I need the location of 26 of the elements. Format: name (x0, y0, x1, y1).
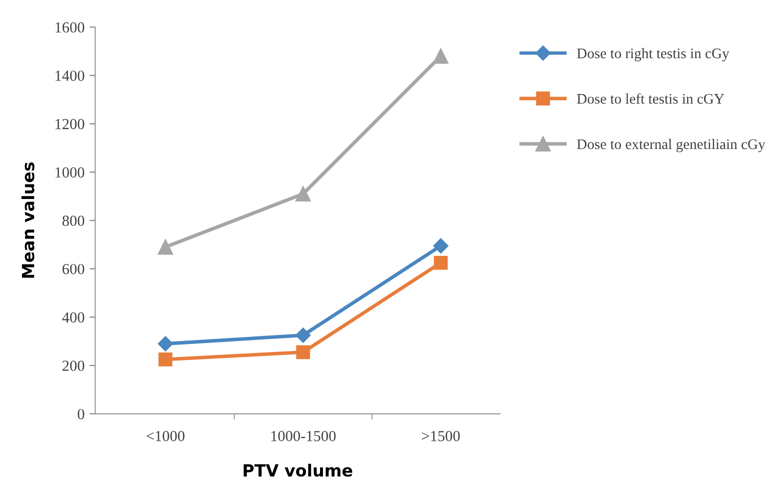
x-axis-title: PTV volume (244, 464, 352, 477)
y-tick-label: 0 (78, 408, 84, 420)
legend-label: Dose to right testis in cGy (577, 48, 730, 62)
y-tick-label: 1000 (56, 167, 84, 178)
point (158, 336, 174, 352)
y-tick-label: 1200 (56, 118, 84, 130)
x-tick-label: <1000 (146, 430, 184, 442)
point (433, 48, 448, 64)
y-tick-label: 400 (62, 312, 84, 323)
point (296, 328, 311, 343)
y-tick-label: 600 (62, 264, 84, 274)
point (434, 256, 448, 270)
y-tick-label: 800 (62, 216, 84, 226)
point (158, 352, 172, 366)
y-axis-title: Mean values (21, 162, 34, 278)
x-tick-label: 1000-1500 (271, 430, 336, 442)
point (295, 186, 311, 202)
y-tick-label: 1400 (56, 70, 84, 81)
legend-label: Dose to left testis in cGY (577, 93, 724, 104)
y-tick-label: 200 (62, 360, 84, 371)
y-tick-label: 1600 (56, 22, 84, 33)
point (296, 345, 310, 360)
point (158, 239, 174, 255)
x-tick-label: >1500 (422, 430, 460, 442)
point (433, 238, 448, 254)
legend-label: Dose to external genetiliain cGy (577, 138, 766, 152)
